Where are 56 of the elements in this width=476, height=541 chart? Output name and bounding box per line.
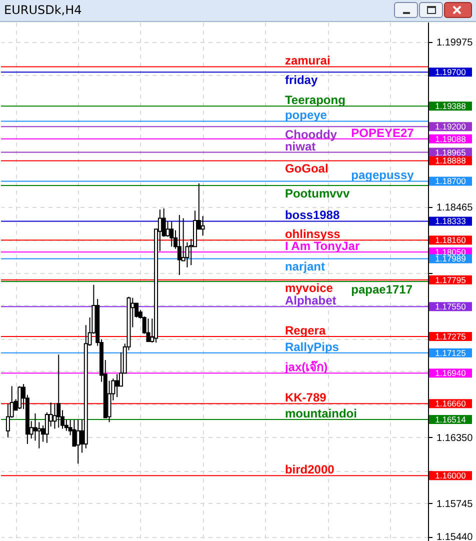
- ref-line-label: Pootumvvv: [284, 186, 350, 201]
- ref-line-label: Teerapong: [284, 93, 346, 108]
- candlestick: [115, 374, 120, 398]
- y-tick-label: 1.15745: [436, 498, 474, 510]
- ref-line-label: narjant: [284, 260, 325, 274]
- ref-line-label: KK-789: [284, 390, 327, 405]
- candlestick: [166, 221, 170, 238]
- ref-line-label: jax(เจ๊ก): [284, 360, 328, 374]
- ref-line-label: boss1988: [284, 208, 340, 222]
- text: 1.19700: [435, 67, 466, 78]
- text: 1.19088: [435, 134, 466, 144]
- candlestick: [76, 419, 80, 464]
- candlestick: [18, 386, 22, 410]
- ref-line-label: Chooddy: [284, 128, 338, 142]
- text: 1.18700: [435, 176, 466, 186]
- text: 1.17125: [435, 348, 466, 358]
- ref-line-label: popeye: [284, 108, 328, 122]
- text: 1.18333: [435, 216, 466, 226]
- y-tick-label: 1.18465: [436, 202, 474, 214]
- candlestick: [177, 214, 182, 276]
- ref-line-label: bird2000: [284, 462, 335, 477]
- candlestick: [170, 221, 174, 248]
- text: 1.17275: [435, 332, 466, 342]
- candlestick: [56, 354, 61, 428]
- ref-line-label: pagepussy: [351, 168, 414, 182]
- text: 1.18888: [435, 156, 466, 166]
- ref-line-label: RallyPips: [284, 340, 340, 354]
- text: 1.16000: [435, 470, 466, 481]
- ref-line-label: GoGoal: [284, 162, 328, 176]
- text: 1.19388: [435, 101, 466, 112]
- ref-line-label: friday: [284, 73, 318, 88]
- candlestick: [200, 216, 205, 236]
- ref-line-label: I Am TonyJar: [284, 239, 360, 254]
- text: 1.17550: [435, 302, 466, 312]
- ref-line-label: ohlinsyss: [284, 227, 341, 242]
- y-tick-label: 1.15440: [436, 532, 474, 541]
- ref-line-label: myvoice: [284, 280, 334, 295]
- ref-line-label: Alphabet: [284, 294, 336, 308]
- text: 1.16660: [435, 398, 466, 409]
- text: 1.18160: [435, 235, 466, 246]
- chart-title: EURUSDk,H4: [4, 3, 82, 18]
- text: 1.16940: [435, 368, 466, 378]
- text: 1.16514: [435, 414, 466, 425]
- y-tick-label: 1.19975: [436, 38, 474, 49]
- ref-line-label: mountaindoi: [284, 406, 357, 421]
- ref-line-label: papae1717: [351, 282, 413, 296]
- y-tick-label: 1.16350: [436, 432, 474, 444]
- ref-line-label: niwat: [284, 139, 316, 154]
- text: 1.19200: [435, 122, 466, 132]
- ref-line-label: POPEYE27: [351, 126, 414, 140]
- text: 1.17795: [435, 274, 466, 285]
- text: 1.18965: [435, 147, 466, 158]
- candlestick: [146, 318, 150, 342]
- ref-line-label: Regera: [284, 324, 326, 338]
- candlestick: [37, 422, 42, 449]
- ref-line-label: zamurai: [284, 54, 330, 68]
